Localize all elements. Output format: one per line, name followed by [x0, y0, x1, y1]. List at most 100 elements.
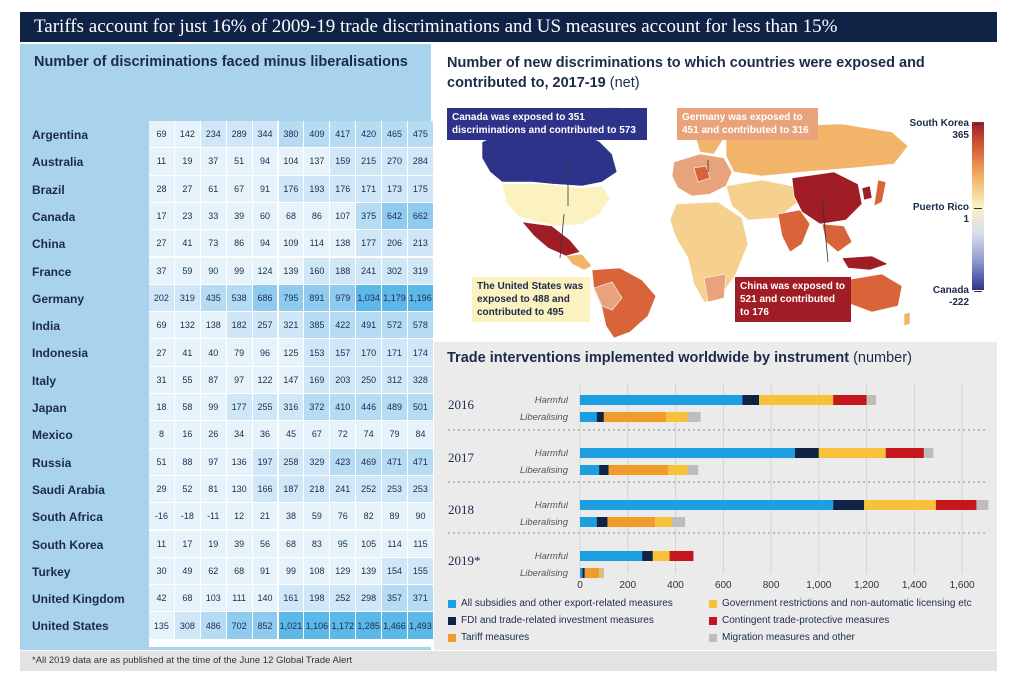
table-cell: 130	[226, 475, 252, 503]
table-cell: 422	[330, 312, 356, 339]
bar-segment	[580, 465, 600, 475]
table-cell: 486	[200, 612, 226, 639]
table-cell: 1,196	[408, 284, 433, 312]
bar-segment	[599, 568, 602, 578]
map-china	[791, 171, 863, 225]
table-cell: 114	[382, 530, 407, 557]
table-cell: 250	[356, 366, 382, 393]
bar-segment	[580, 517, 597, 527]
legend-label: Contingent trade-protective measures	[722, 615, 890, 626]
bar-segment	[669, 551, 694, 561]
bar-segment	[668, 465, 688, 475]
bar-segment	[607, 517, 656, 527]
table-cell: 40	[200, 339, 226, 366]
table-cell: 380	[278, 121, 304, 148]
table-cell: 83	[304, 530, 330, 557]
x-tick-label: 1,600	[950, 580, 975, 591]
country-south-korea: South Korea	[32, 537, 104, 552]
country-france: France	[32, 264, 72, 279]
table-cell: 319	[174, 284, 200, 312]
bar-segment	[580, 568, 583, 578]
table-cell: 34	[226, 421, 252, 448]
footnote: *All 2019 data are as published at the t…	[20, 651, 997, 671]
row-label-harmful: Harmful	[535, 448, 569, 459]
table-cell: 169	[304, 366, 330, 393]
group-label-2017: 2017	[448, 450, 475, 465]
table-cell: 8	[149, 421, 174, 448]
table-cell: 578	[408, 312, 433, 339]
table-cell: 138	[200, 312, 226, 339]
table-cell: 174	[408, 339, 433, 366]
table-cell: 321	[278, 312, 304, 339]
map-mexico	[521, 221, 581, 257]
table-cell: 139	[278, 257, 304, 284]
legend-item: Tariff measures	[448, 632, 529, 643]
table-cell: 68	[278, 202, 304, 230]
table-cell: 23	[174, 202, 200, 230]
x-tick-label: 1,200	[854, 580, 879, 591]
table-cell: 82	[356, 503, 382, 530]
table-cell: 1,172	[330, 612, 356, 639]
table-cell: 69	[149, 312, 174, 339]
table-cell: 17	[174, 530, 200, 557]
table-cell: 170	[356, 339, 382, 366]
table-cell: 420	[356, 121, 382, 148]
table-cell: 137	[304, 148, 330, 175]
table-cell: 115	[408, 530, 433, 557]
callout-us: The United States was exposed to 488 and…	[472, 277, 590, 322]
table-cell: 97	[226, 366, 252, 393]
table-cell: 344	[252, 121, 278, 148]
table-cell: 45	[278, 421, 304, 448]
table-cell: 68	[174, 585, 200, 612]
table-cell: 193	[304, 175, 330, 202]
table-cell: 51	[226, 148, 252, 175]
table-cell: 213	[408, 230, 433, 257]
table-cell: 155	[408, 557, 433, 585]
table-cell: 60	[252, 202, 278, 230]
x-tick-label: 0	[577, 580, 583, 591]
country-turkey: Turkey	[32, 564, 71, 579]
table-cell: 31	[149, 366, 174, 393]
legend-label: All subsidies and other export-related m…	[461, 598, 673, 609]
table-cell: 27	[174, 175, 200, 202]
table-cell: 197	[252, 448, 278, 475]
banner-title: Tariffs account for just 16% of 2009-19 …	[20, 12, 997, 42]
table-cell: 104	[278, 148, 304, 175]
bar-segment	[976, 500, 989, 510]
legend-item: Migration measures and other	[709, 632, 855, 643]
table-cell: 177	[226, 394, 252, 421]
table-cell: 686	[252, 284, 278, 312]
table-cell: 357	[382, 585, 407, 612]
table-cell: 218	[304, 475, 330, 503]
table-cell: 465	[382, 121, 407, 148]
table-cell: 67	[226, 175, 252, 202]
table-cell: 157	[330, 339, 356, 366]
country-saudi-arabia: Saudi Arabia	[32, 482, 105, 497]
table-cell: 11	[149, 148, 174, 175]
table-cell: 140	[252, 585, 278, 612]
legend-item: Contingent trade-protective measures	[709, 615, 889, 626]
table-cell: 255	[252, 394, 278, 421]
table-cell: 30	[149, 557, 174, 585]
table-cell: 27	[149, 230, 174, 257]
country-south-africa: South Africa	[32, 510, 103, 525]
table-cell: 38	[278, 503, 304, 530]
legend-swatch	[709, 616, 717, 625]
table-cell: 159	[330, 148, 356, 175]
table-cell: 105	[356, 530, 382, 557]
table-cell: 69	[149, 121, 174, 148]
legend-item: All subsidies and other export-related m…	[448, 598, 673, 609]
table-cell: 252	[330, 585, 356, 612]
legend-swatch	[709, 599, 717, 608]
table-cell: 39	[226, 202, 252, 230]
table-cell: 642	[382, 202, 407, 230]
table-cell: 51	[149, 448, 174, 475]
legend-swatch	[448, 633, 456, 642]
table-cell: 79	[382, 421, 407, 448]
legend-item: FDI and trade-related investment measure…	[448, 615, 654, 626]
table-cell: 59	[304, 503, 330, 530]
table-cell: 795	[278, 284, 304, 312]
table-cell: 284	[408, 148, 433, 175]
table-cell: 1,493	[408, 612, 433, 639]
group-label-2019: 2019*	[448, 553, 481, 568]
